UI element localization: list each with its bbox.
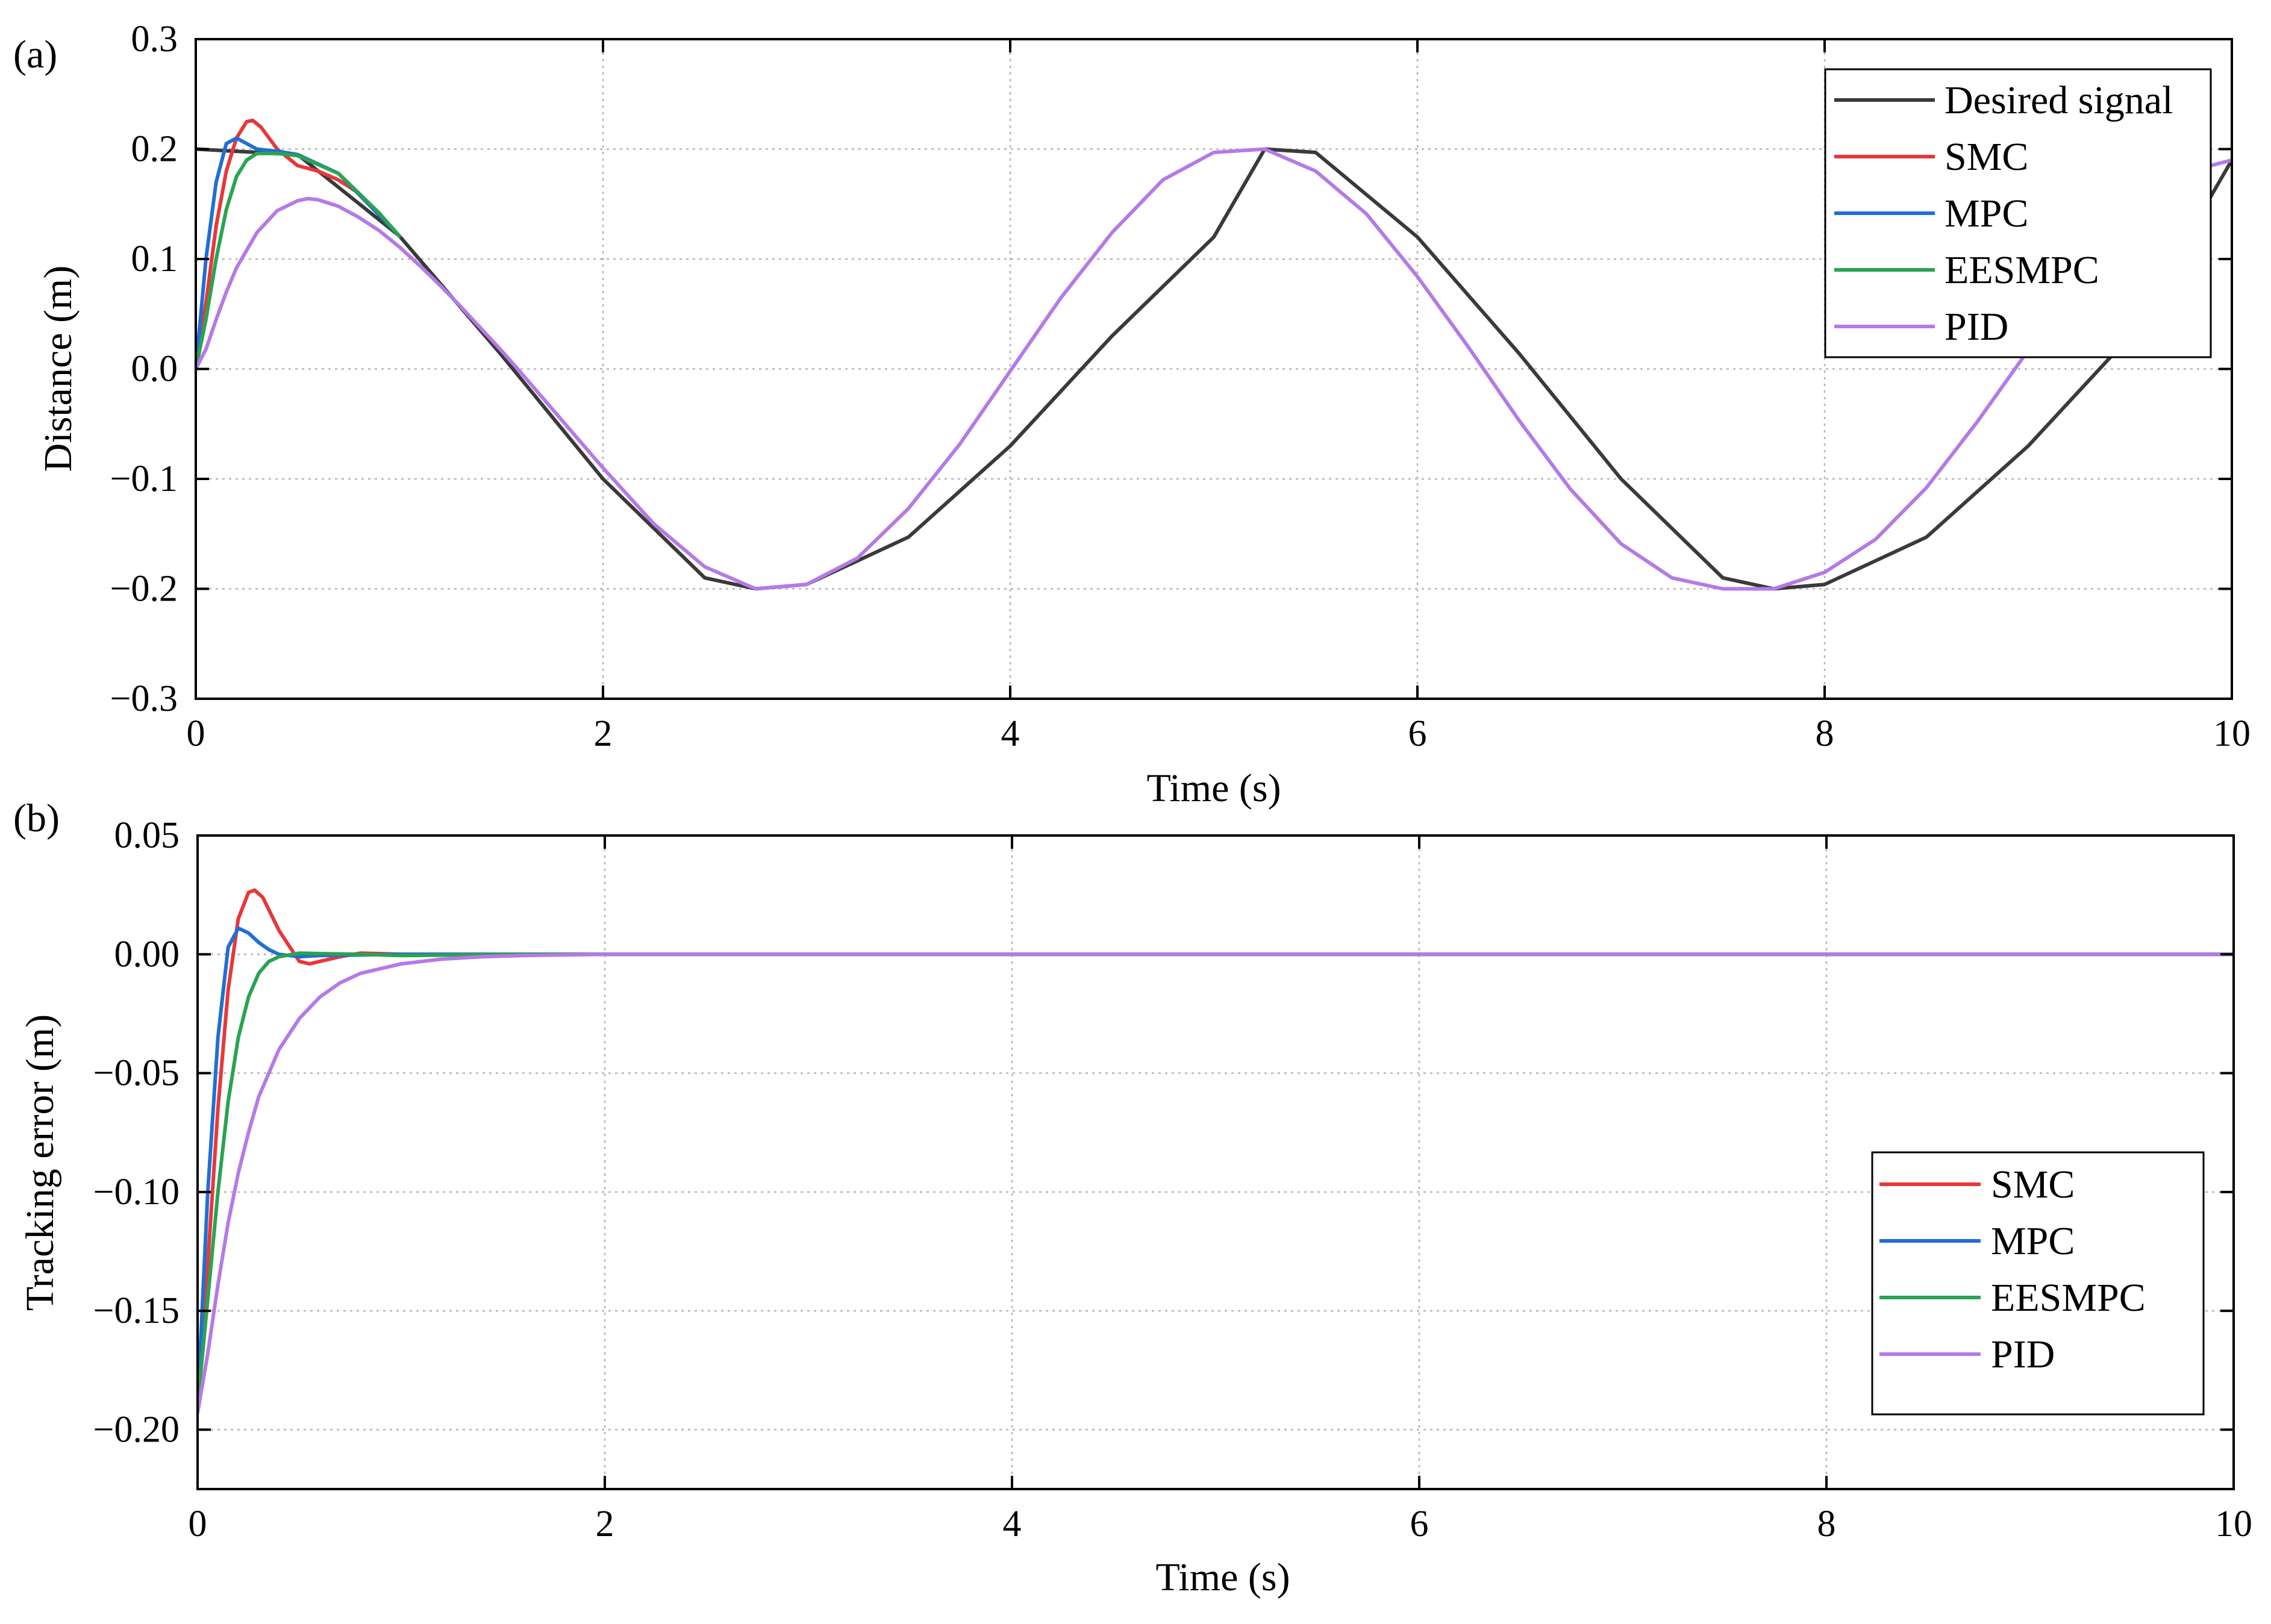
panel-a-distance-chart: (a) 0 2 4 6 8 10 −0.3 −0.2 −0.1 0.0 0.1 0.2 0.3 Time…: [13, 19, 2251, 810]
panel-a-tick-labels: 0 2 4 6 8 10 −0.3 −0.2 −0.1 0.0 0.1 0.2 0.3: [110, 19, 2251, 754]
panel-b-y-tick-label: 0.00: [114, 934, 180, 975]
panel-b-series-pid-line: [198, 952, 2234, 1415]
panel-b-x-tick-label: 4: [1003, 1504, 1022, 1544]
panel-a-legend: Desired signal SMC MPC EESMPC PID: [1824, 68, 2212, 358]
panel-b-x-tick-label: 8: [1817, 1504, 1836, 1544]
panel-a-y-tick-label: 0.1: [131, 239, 178, 280]
panel-a-x-axis-title: Time (s): [1146, 766, 1281, 810]
panel-a-series-eesmpc-line: [196, 151, 401, 371]
legend-b-label-pid: PID: [1991, 1332, 2055, 1376]
legend-a-label-smc: SMC: [1945, 135, 2028, 179]
panel-b-y-tick-label: −0.20: [93, 1409, 180, 1450]
panel-b-tracking-error-chart: (b) 0 2 4 6 8 10−0.20−0.15−0.10−0.050.000.05 …: [13, 796, 2252, 1599]
panel-a-x-tick-label: 0: [187, 713, 205, 754]
panel-a-series-lines: [196, 119, 2232, 591]
panel-a-x-tick-label: 8: [1816, 713, 1834, 754]
panel-b-series-mpc-line: [198, 926, 2234, 1408]
panel-b-y-axis-title: Tracking error (m): [18, 1014, 62, 1311]
panel-a-y-axis-title: Distance (m): [36, 266, 80, 472]
panel-b-x-tick-label: 10: [2215, 1504, 2252, 1544]
panel-b-x-tick-label: 6: [1410, 1504, 1429, 1544]
panel-b-plot-frame: [196, 834, 2235, 1490]
panel-b-x-tick-label: 2: [596, 1504, 614, 1544]
panel-b-series-lines: [198, 888, 2234, 1415]
legend-b-label-eesmpc: EESMPC: [1991, 1276, 2146, 1320]
legend-b-label-mpc: MPC: [1991, 1219, 2075, 1263]
panel-a-series-desired-line: [196, 147, 2232, 591]
panel-b-series-eesmpc-line: [198, 951, 2234, 1408]
panel-a-y-tick-label: −0.2: [110, 569, 178, 610]
panel-b-y-tick-label: 0.05: [114, 815, 180, 856]
panel-a-y-tick-label: −0.3: [110, 678, 178, 719]
panel-b-legend: SMC MPC EESMPC PID: [1871, 1151, 2205, 1416]
panel-b-y-tick-label: −0.15: [93, 1290, 180, 1331]
legend-a-label-desired: Desired signal: [1945, 78, 2173, 122]
panel-a-x-tick-label: 10: [2213, 713, 2251, 754]
legend-a-label-pid: PID: [1945, 305, 2008, 349]
panel-a-label: (a): [13, 33, 57, 77]
panel-b-label: (b): [13, 796, 60, 840]
panel-b-y-tick-label: −0.05: [93, 1053, 180, 1094]
panel-a-y-tick-label: −0.1: [110, 458, 178, 499]
panel-a-x-tick-label: 6: [1408, 713, 1427, 754]
panel-a-series-pid-line: [196, 147, 2232, 591]
panel-b-x-tick-label: 0: [189, 1504, 207, 1544]
panel-a-series-smc-line: [196, 119, 401, 371]
panel-a-y-tick-label: 0.3: [131, 19, 178, 60]
panel-b-y-tick-label: −0.10: [93, 1172, 180, 1213]
legend-b-label-smc: SMC: [1991, 1163, 2075, 1207]
panel-a-x-tick-label: 4: [1001, 713, 1020, 754]
panel-b-legend-box: [1871, 1151, 2205, 1416]
panel-b-x-axis-title: Time (s): [1155, 1555, 1290, 1599]
panel-a-y-tick-label: 0.2: [131, 129, 178, 170]
panel-b-tick-labels: 0 2 4 6 8 10 −0.20 −0.15 −0.10 −0.05 0.00 0.05: [93, 815, 2252, 1544]
panel-a-x-tick-label: 2: [594, 713, 613, 754]
legend-a-label-eesmpc: EESMPC: [1945, 248, 2099, 292]
legend-a-label-mpc: MPC: [1945, 192, 2028, 236]
panel-a-y-tick-label: 0.0: [131, 349, 178, 390]
